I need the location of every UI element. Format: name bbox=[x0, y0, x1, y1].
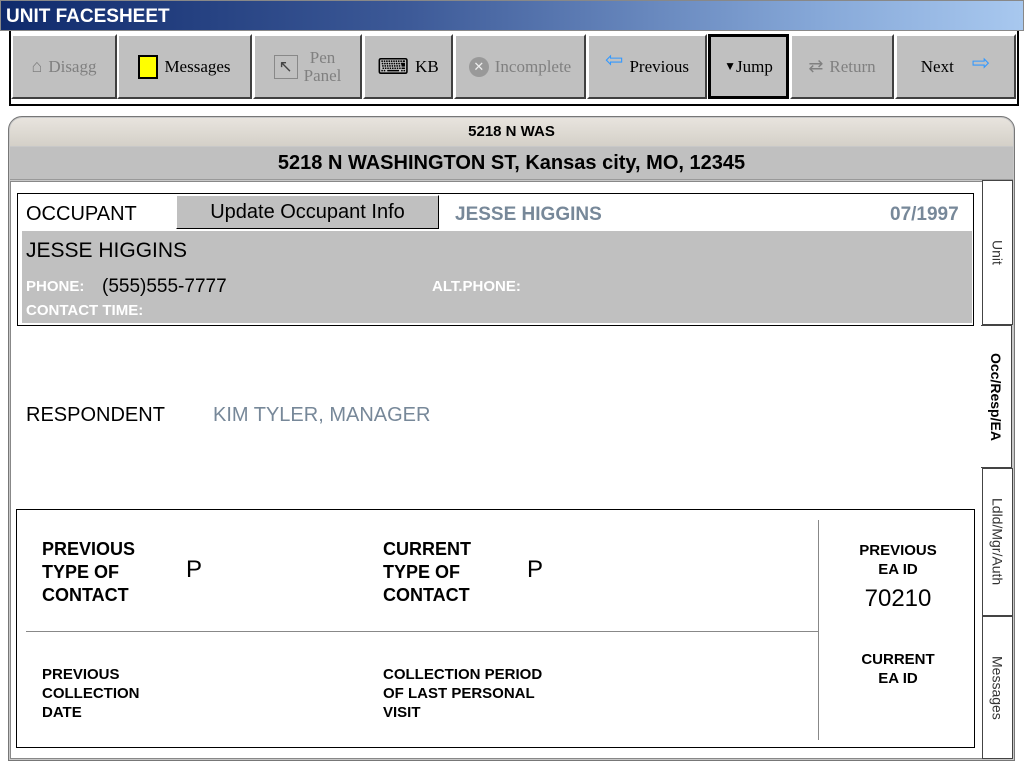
tab-occ-resp-ea-label: Occ/Resp/EA bbox=[988, 352, 1004, 441]
window-title: UNIT FACESHEET bbox=[6, 6, 170, 27]
collection-period-label: COLLECTION PERIOD OF LAST PERSONAL VISIT bbox=[383, 666, 543, 721]
respondent-label: RESPONDENT bbox=[26, 404, 165, 426]
jump-label: Jump bbox=[736, 56, 773, 76]
arrow-left-icon: ⇦ bbox=[605, 46, 624, 72]
pen-panel-label: Pen Panel bbox=[303, 47, 342, 85]
previous-button[interactable]: ⇦ Previous bbox=[587, 34, 707, 99]
tab-unit[interactable]: Unit bbox=[982, 180, 1013, 325]
current-type-value: P bbox=[527, 556, 544, 583]
tab-ldld-mgr-auth-label: Ldld/Mgr/Auth bbox=[989, 498, 1006, 586]
return-label: Return bbox=[829, 56, 876, 76]
contact-box bbox=[16, 509, 975, 748]
previous-ea-value: 70210 bbox=[864, 585, 932, 612]
previous-type-label: PREVIOUS TYPE OF CONTACT bbox=[42, 539, 136, 605]
house-icon: ⌂ bbox=[31, 56, 43, 76]
kb-label: KB bbox=[415, 56, 439, 76]
disagg-label: Disagg bbox=[48, 56, 97, 76]
tab-ldld-mgr-auth[interactable]: Ldld/Mgr/Auth bbox=[982, 468, 1013, 616]
occupant-box bbox=[17, 193, 974, 326]
messages-label: Messages bbox=[164, 56, 231, 76]
jump-button[interactable]: ▼ Jump bbox=[708, 34, 789, 99]
return-button[interactable]: ⇄ Return bbox=[790, 34, 894, 99]
next-button[interactable]: Next ⇨ bbox=[895, 34, 1016, 99]
previous-collection-date-label: PREVIOUS COLLECTION DATE bbox=[42, 666, 140, 721]
alt-phone-label: ALT.PHONE: bbox=[432, 278, 521, 295]
current-type-label: CURRENT TYPE OF CONTACT bbox=[383, 539, 471, 605]
short-address: 5218 N WAS bbox=[10, 118, 1013, 146]
return-document-icon: ⇄ bbox=[808, 56, 824, 76]
occupant-details bbox=[22, 231, 972, 323]
respondent-value: KIM TYLER, MANAGER bbox=[213, 404, 431, 426]
notepad-icon bbox=[138, 54, 159, 79]
occupant-date: 07/1997 bbox=[890, 204, 959, 225]
title-bar: UNIT FACESHEET bbox=[0, 0, 1024, 31]
divider-vertical bbox=[818, 520, 819, 740]
arrow-right-icon: ⇨ bbox=[971, 49, 991, 75]
caret-down-icon: ▼ bbox=[724, 59, 737, 73]
tab-occ-resp-ea[interactable]: Occ/Resp/EA bbox=[981, 325, 1012, 468]
previous-label: Previous bbox=[629, 56, 689, 76]
messages-button[interactable]: Messages bbox=[117, 34, 252, 99]
update-occupant-button[interactable]: Update Occupant Info bbox=[176, 195, 439, 229]
incomplete-button[interactable]: ✕ Incomplete bbox=[454, 34, 586, 99]
occupant-name: JESSE HIGGINS bbox=[26, 239, 188, 262]
kb-button[interactable]: ⌨ KB bbox=[363, 34, 453, 99]
contact-time-label: CONTACT TIME: bbox=[26, 302, 144, 319]
phone-label: PHONE: bbox=[26, 278, 85, 295]
occupant-name-header: JESSE HIGGINS bbox=[455, 204, 602, 225]
next-label: Next bbox=[920, 56, 954, 76]
arrow-pointer-icon: ↖ bbox=[273, 54, 298, 79]
divider-horizontal bbox=[26, 631, 818, 632]
incomplete-label: Incomplete bbox=[494, 56, 572, 76]
x-circle-icon: ✕ bbox=[468, 56, 489, 77]
tab-messages-label: Messages bbox=[989, 655, 1006, 720]
tab-messages[interactable]: Messages bbox=[982, 616, 1013, 759]
disagg-button[interactable]: ⌂ Disagg bbox=[11, 34, 117, 99]
keyboard-icon: ⌨ bbox=[377, 53, 410, 79]
previous-ea-label: PREVIOUS EA ID bbox=[859, 542, 937, 578]
tab-unit-label: Unit bbox=[989, 240, 1006, 265]
pen-panel-button[interactable]: ↖ Pen Panel bbox=[253, 34, 362, 99]
occupant-label: OCCUPANT bbox=[26, 203, 137, 225]
full-address: 5218 N WASHINGTON ST, Kansas city, MO, 1… bbox=[10, 147, 1013, 180]
current-ea-label: CURRENT EA ID bbox=[861, 651, 935, 687]
previous-type-value: P bbox=[186, 556, 203, 583]
phone-value: (555)555-7777 bbox=[102, 276, 227, 297]
